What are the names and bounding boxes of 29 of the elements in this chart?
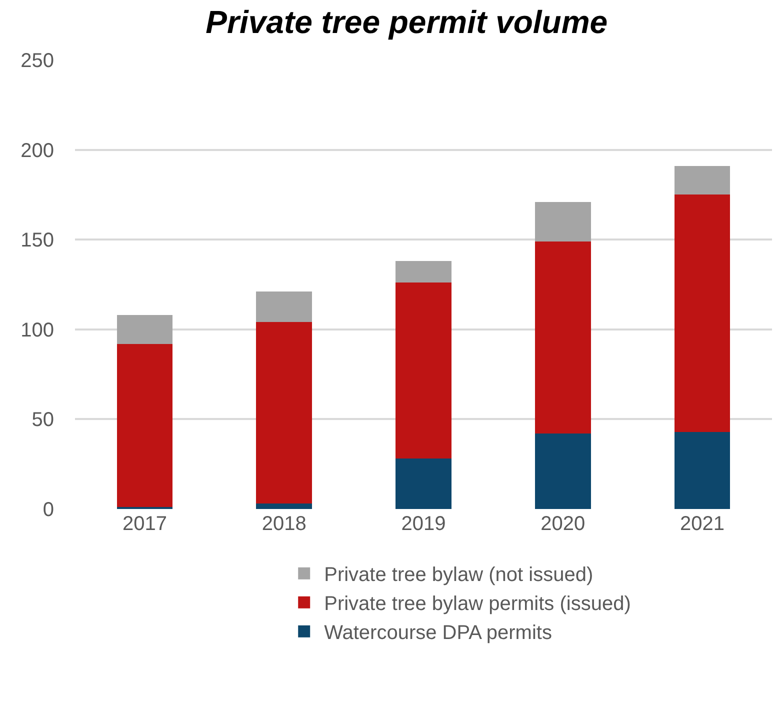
x-tick-label: 2021 xyxy=(680,513,725,535)
x-tick-label: 2020 xyxy=(540,513,586,535)
legend-label: Watercourse DPA permits xyxy=(324,622,552,644)
bar xyxy=(535,241,591,434)
legend-label: Private tree bylaw permits (issued) xyxy=(324,593,631,616)
y-tick-label: 100 xyxy=(20,319,54,342)
bar xyxy=(674,166,730,195)
y-tick-label: 200 xyxy=(20,140,54,162)
x-tick-label: 2017 xyxy=(122,513,167,535)
bar xyxy=(396,261,452,283)
bar xyxy=(116,315,173,344)
bar xyxy=(535,434,591,509)
bar xyxy=(674,432,730,509)
y-tick-label: 0 xyxy=(42,499,54,521)
y-tick-label: 50 xyxy=(32,409,54,432)
x-tick-label: 2019 xyxy=(401,513,446,535)
bar xyxy=(256,322,312,504)
bar xyxy=(535,202,591,242)
bar xyxy=(116,344,173,508)
legend-label: Private tree bylaw (not issued) xyxy=(324,564,594,586)
x-tick-label: 2018 xyxy=(262,513,306,535)
bar xyxy=(396,282,452,459)
bar xyxy=(256,292,312,322)
y-tick-label: 150 xyxy=(20,230,54,252)
chart-title: Private tree permit volume xyxy=(206,4,608,40)
bar xyxy=(396,458,452,509)
y-tick-label: 250 xyxy=(20,50,54,72)
bar xyxy=(674,194,730,432)
bar xyxy=(256,504,312,509)
